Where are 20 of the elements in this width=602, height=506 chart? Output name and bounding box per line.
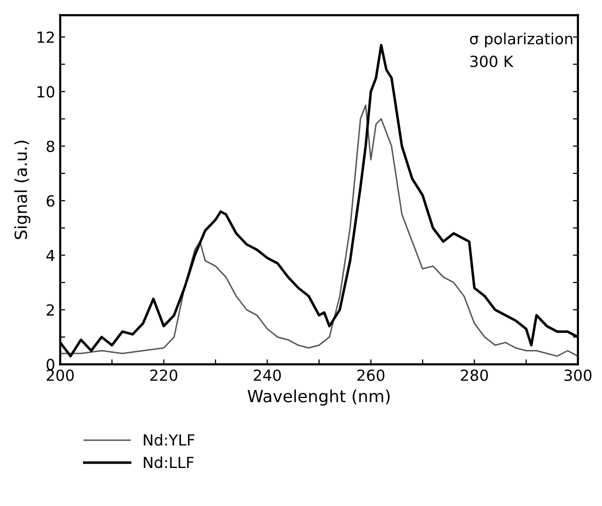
y-axis-title: Signal (a.u.)	[14, 140, 30, 240]
y-tick-label: 6	[46, 195, 54, 207]
x-tick-label: 280	[460, 369, 488, 382]
annotation: σ polarization	[470, 32, 572, 48]
x-tick-label: 240	[254, 369, 281, 382]
annotation: 300 K	[470, 56, 514, 68]
y-tick-label: 2	[46, 304, 54, 316]
y-tick-label: 0	[46, 358, 54, 370]
y-tick-label: 10	[38, 86, 54, 98]
x-tick-label: 300	[564, 369, 592, 382]
x-tick-label: 260	[357, 369, 384, 382]
x-axis-title: Wavelenght (nm)	[248, 390, 390, 406]
y-tick-label: 12	[38, 31, 54, 43]
legend-label: Nd:LLF	[144, 456, 194, 468]
line-series	[60, 104, 578, 357]
x-tick-label: 220	[150, 369, 178, 382]
x-tick-label: 200	[46, 369, 74, 382]
legend-label: Nd:YLF	[144, 434, 194, 446]
y-tick-label: 4	[46, 250, 54, 262]
y-tick-label: 8	[46, 140, 54, 152]
